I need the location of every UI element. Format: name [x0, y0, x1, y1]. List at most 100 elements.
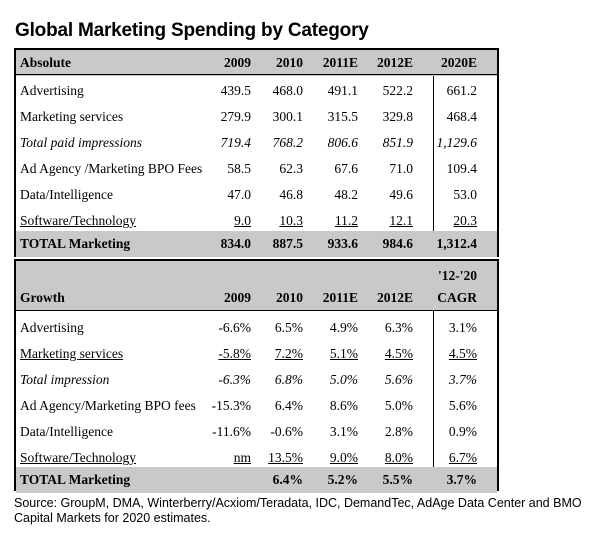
- cell-value: 315.5: [327, 109, 358, 124]
- cell-value: 329.8: [382, 109, 413, 124]
- cell-value: 49.6: [389, 187, 413, 202]
- row-label: Advertising: [20, 320, 84, 335]
- table-row: Software/Technology nm 13.5% 9.0% 8.0% 6…: [16, 445, 497, 471]
- cell-value: 7.2%: [274, 346, 303, 361]
- cell-value: 6.5%: [274, 320, 303, 335]
- source-note: Source: GroupM, DMA, Winterberry/Acxiom/…: [14, 496, 582, 525]
- cell-value: 468.4: [446, 109, 477, 124]
- cell-value: 5.5%: [382, 472, 413, 487]
- header-2020e: 2020E: [440, 55, 477, 70]
- header-2011e: 2011E: [322, 55, 358, 70]
- cell-value: 5.6%: [448, 398, 477, 413]
- cell-value: 806.6: [327, 135, 358, 150]
- cell-value: 6.4%: [274, 398, 303, 413]
- cell-value: 109.4: [446, 161, 477, 176]
- row-label: Marketing services: [20, 109, 124, 124]
- row-label: Software/Technology: [20, 213, 137, 228]
- table-row: Marketing services -5.8% 7.2% 5.1% 4.5% …: [16, 341, 497, 367]
- cell-value: 5.1%: [329, 346, 358, 361]
- cell-value: 4.5%: [448, 346, 477, 361]
- cell-value: 1,129.6: [436, 135, 478, 150]
- row-label: TOTAL Marketing: [20, 236, 131, 251]
- table-row: Data/Intelligence 47.0 46.8 48.2 49.6 53…: [16, 182, 497, 208]
- cell-value: 661.2: [446, 83, 477, 98]
- cell-value: 3.1%: [329, 424, 358, 439]
- cell-value: 6.7%: [448, 450, 477, 465]
- table-row: Total impression -6.3% 6.8% 5.0% 5.6% 3.…: [16, 367, 497, 393]
- cell-value: 62.3: [279, 161, 303, 176]
- row-label: Data/Intelligence: [20, 187, 113, 202]
- column-divider: [433, 50, 434, 255]
- cell-value: 12.1: [389, 213, 413, 228]
- cell-value: 6.3%: [384, 320, 413, 335]
- column-divider: [433, 261, 434, 489]
- cell-value: -6.3%: [218, 372, 251, 387]
- cell-value: 1,312.4: [436, 236, 478, 251]
- cell-value: 5.2%: [327, 472, 358, 487]
- cell-value: 8.0%: [384, 450, 413, 465]
- row-label: Total paid impressions: [20, 135, 143, 150]
- header-2012e: 2012E: [376, 290, 413, 305]
- cell-value: 13.5%: [268, 450, 303, 465]
- header-divider: [16, 74, 497, 75]
- cell-value: 9.0%: [329, 450, 358, 465]
- header-label: Absolute: [20, 55, 72, 70]
- table-row: Data/Intelligence -11.6% -0.6% 3.1% 2.8%…: [16, 419, 497, 445]
- cell-value: 6.8%: [274, 372, 303, 387]
- cell-value: 58.5: [227, 161, 251, 176]
- header-2009: 2009: [224, 55, 251, 70]
- header-2010: 2010: [276, 290, 303, 305]
- cell-value: nm: [233, 450, 251, 465]
- cell-value: 4.9%: [329, 320, 358, 335]
- header-2012e: 2012E: [376, 55, 413, 70]
- cell-value: 5.6%: [384, 372, 413, 387]
- cell-value: 2.8%: [384, 424, 413, 439]
- page-title: Global Marketing Spending by Category: [15, 20, 369, 41]
- total-row: TOTAL Marketing 6.4% 5.2% 5.5% 3.7%: [16, 467, 497, 493]
- table-row: Ad Agency/Marketing BPO fees -15.3% 6.4%…: [16, 393, 497, 419]
- cell-value: 9.0: [234, 213, 251, 228]
- table-row: Advertising -6.6% 6.5% 4.9% 6.3% 3.1%: [16, 315, 497, 341]
- cell-value: 53.0: [453, 187, 477, 202]
- cell-value: 300.1: [272, 109, 303, 124]
- cell-value: 4.5%: [384, 346, 413, 361]
- cell-value: 887.5: [272, 236, 303, 251]
- growth-table: '12-'20 Growth 2009 2010 2011E 2012E CAG…: [14, 259, 499, 493]
- row-label: Ad Agency /Marketing BPO Fees: [20, 161, 203, 176]
- cell-value: 468.0: [272, 83, 303, 98]
- table-row: Advertising 439.5 468.0 491.1 522.2 661.…: [16, 78, 497, 104]
- cell-value: 10.3: [279, 213, 303, 228]
- cell-value: 6.4%: [272, 472, 303, 487]
- cell-value: 439.5: [220, 83, 251, 98]
- row-label: TOTAL Marketing: [20, 472, 131, 487]
- header-cagr: CAGR: [437, 290, 477, 305]
- cell-value: 522.2: [382, 83, 413, 98]
- table-row: Software/Technology 9.0 10.3 11.2 12.1 2…: [16, 208, 497, 234]
- cell-value: 8.6%: [329, 398, 358, 413]
- cell-value: 834.0: [220, 236, 251, 251]
- cell-value: 71.0: [389, 161, 413, 176]
- absolute-table: Absolute 2009 2010 2011E 2012E 2020E Adv…: [14, 48, 499, 257]
- cell-value: 11.2: [334, 213, 358, 228]
- cell-value: 491.1: [327, 83, 358, 98]
- row-label: Ad Agency/Marketing BPO fees: [20, 398, 196, 413]
- cell-value: -0.6%: [270, 424, 303, 439]
- cell-value: -11.6%: [212, 424, 251, 439]
- header-2011e: 2011E: [322, 290, 358, 305]
- cell-value: 3.7%: [446, 472, 477, 487]
- cell-value: -6.6%: [218, 320, 251, 335]
- cell-value: 933.6: [327, 236, 358, 251]
- cell-value: 20.3: [453, 213, 477, 228]
- cell-value: 67.6: [334, 161, 358, 176]
- header-2009: 2009: [224, 290, 251, 305]
- cell-value: 768.2: [272, 135, 303, 150]
- table-header-row: '12-'20 Growth 2009 2010 2011E 2012E CAG…: [16, 261, 497, 311]
- row-label: Marketing services: [20, 346, 124, 361]
- table-header-row: Absolute 2009 2010 2011E 2012E 2020E: [16, 50, 497, 76]
- header-cagr-period: '12-'20: [438, 268, 477, 283]
- cell-value: 3.7%: [448, 372, 477, 387]
- header-label: Growth: [20, 290, 65, 305]
- cell-value: 5.0%: [384, 398, 413, 413]
- row-label: Total impression: [20, 372, 110, 387]
- header-divider: [16, 310, 497, 311]
